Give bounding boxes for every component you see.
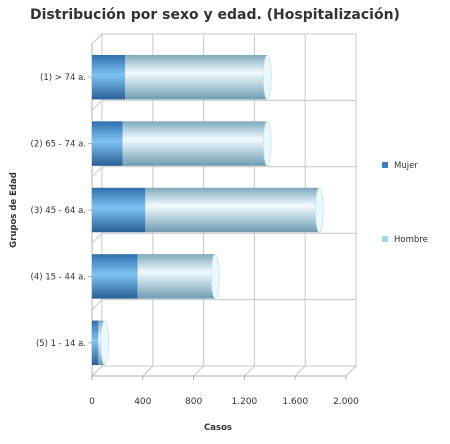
y-wall-gridline [91,299,103,310]
bar-mujer [92,254,138,299]
legend-label: Hombre [394,235,428,245]
bar-mujer [92,320,99,366]
bars [92,54,324,366]
x-tick-label: 1.600 [282,397,308,407]
category-label: (3) 45 - 64 a. [31,206,86,216]
legend-swatch [382,236,388,242]
y-wall-gridline [91,100,103,111]
category-label: (2) 65 - 74 a. [31,140,86,150]
x-floor-gridline [294,365,306,377]
bar-hombre [137,254,216,299]
x-tick-label: 2.000 [333,397,359,407]
legend-label: Mujer [394,161,418,171]
chart-title: Distribución por sexo y edad. (Hospitali… [30,7,400,23]
bar-hombre [125,54,268,100]
category-labels: (1) > 74 a. (2) 65 - 74 a. (3) 45 - 64 a. (… [31,73,92,349]
bar-hombre [145,187,320,233]
y-axis-title: Grupos de Edad [9,172,19,248]
bar-end-cap [210,253,220,299]
x-axis-title: Casos [204,423,232,433]
category-label: (1) > 74 a. [40,73,86,83]
legend: Mujer Hombre [382,161,428,245]
bar-mujer [92,187,146,233]
bar-mujer [92,121,123,166]
x-tick-labels: 0 400 800 1.200 1.600 2.000 [89,376,359,407]
x-floor-gridline [142,365,154,377]
x-floor-gridline [193,365,204,377]
bar-end-cap [262,121,272,167]
x-tick-label: 0 [89,397,95,407]
y-wall-gridline [91,166,103,178]
category-label: (5) 1 - 14 a. [36,339,86,349]
bar-end-cap [262,54,272,100]
x-tick-label: 400 [134,397,151,407]
x-tick-label: 800 [185,397,202,407]
bar-end-cap [100,320,109,366]
floor [90,365,358,377]
x-tick-label: 1.200 [232,397,258,407]
x-floor-gridline [345,365,357,377]
bar-mujer [92,54,126,100]
y-wall-gridline [91,232,103,244]
bar-hombre [122,121,268,166]
x-floor-gridline [244,365,255,377]
legend-swatch [382,162,388,168]
category-label: (4) 15 - 44 a. [31,272,86,282]
bar-end-cap [315,187,324,233]
